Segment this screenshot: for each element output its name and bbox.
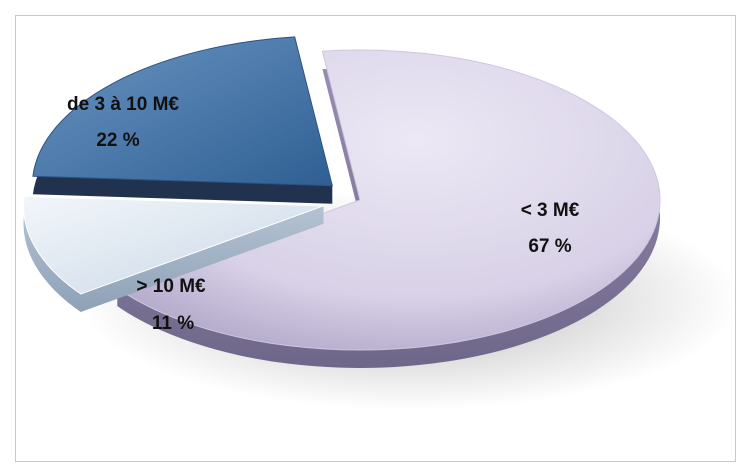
label-3-10m-name: de 3 à 10 M€ xyxy=(67,94,179,115)
slice-lt-3m-face xyxy=(116,49,661,351)
slice-gt-10m-face xyxy=(23,195,324,295)
label-gt-10m-value: 11 % xyxy=(152,313,194,334)
slice-3-10m xyxy=(32,36,333,204)
label-gt-10m-name: > 10 M€ xyxy=(136,276,206,297)
pie-slices xyxy=(23,36,661,369)
label-lt-3m-name: < 3 M€ xyxy=(521,200,580,221)
slice-gt-10m xyxy=(23,195,324,312)
slice-lt-3m xyxy=(116,49,661,369)
label-3-10m-value: 22 % xyxy=(96,130,139,151)
slice-3-10m-face xyxy=(32,36,333,187)
label-lt-3m-value: 67 % xyxy=(528,236,571,257)
